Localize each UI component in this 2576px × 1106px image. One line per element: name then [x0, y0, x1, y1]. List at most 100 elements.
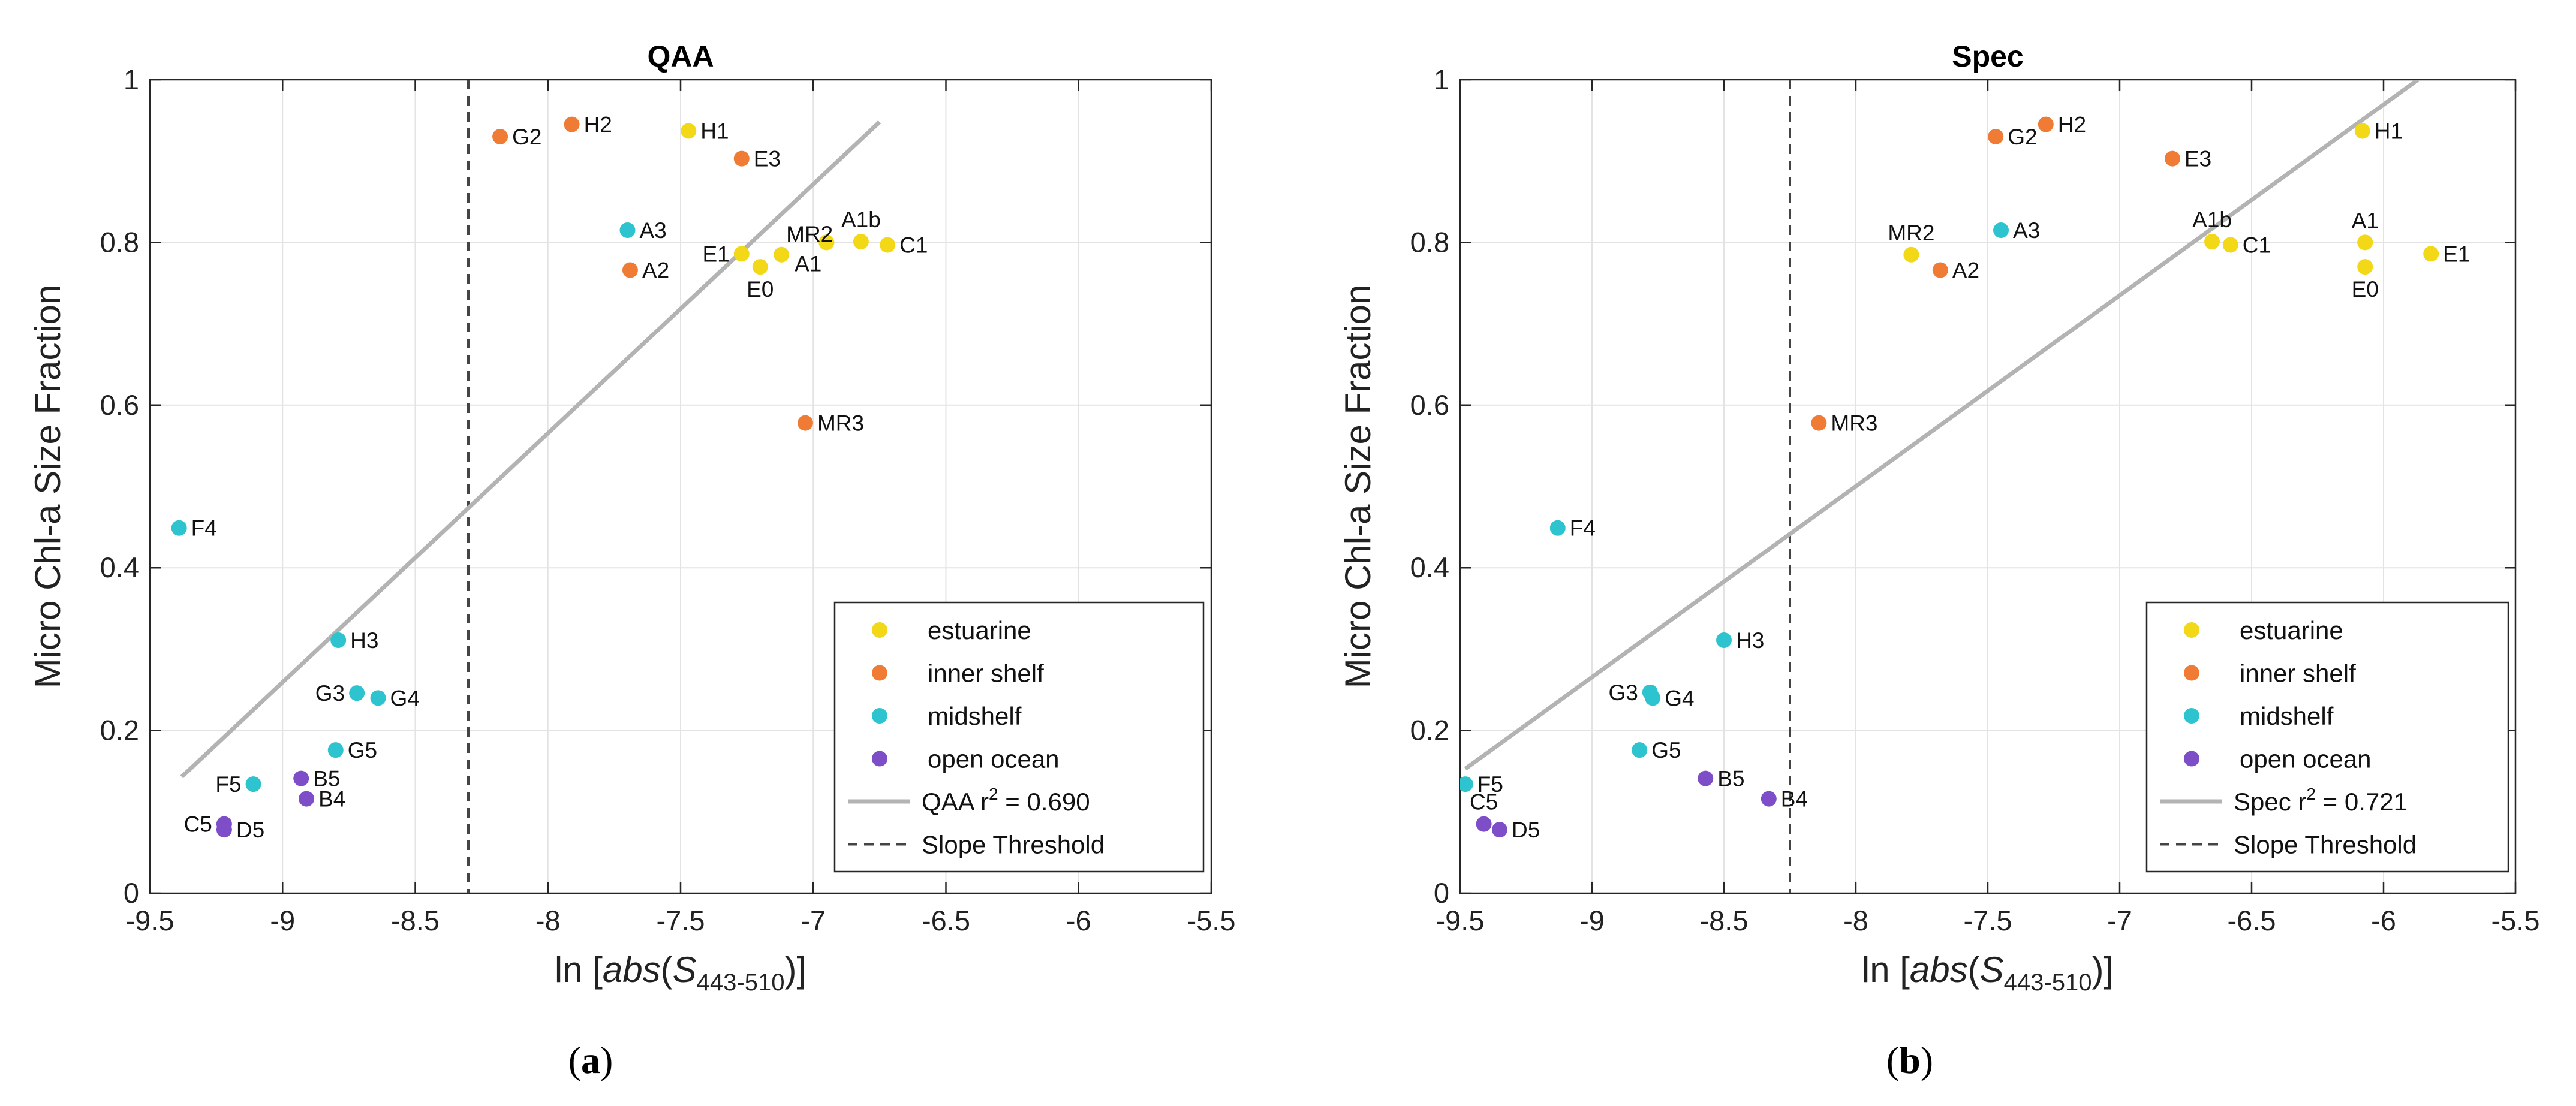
x-axis-label-func: abs — [1910, 950, 1968, 990]
data-point-G5 — [1632, 742, 1648, 758]
point-label-H3: H3 — [1736, 628, 1764, 653]
legend-label: midshelf — [928, 702, 1022, 730]
panel-label-paren: ) — [600, 1039, 613, 1081]
data-point-A2 — [1932, 262, 1948, 278]
data-point-H3 — [1716, 632, 1732, 648]
point-label-MR3: MR3 — [1831, 411, 1877, 436]
data-point-C5 — [1476, 816, 1492, 832]
point-label-A1b: A1b — [841, 207, 881, 232]
x-tick-label: -7.5 — [1964, 905, 2012, 936]
x-tick-label: -7 — [801, 905, 826, 936]
data-point-E0 — [2357, 259, 2373, 275]
data-point-A1 — [2357, 234, 2373, 251]
data-point-E3 — [2165, 150, 2180, 167]
x-tick-label: -7.5 — [657, 905, 705, 936]
data-point-H1 — [2354, 123, 2370, 139]
legend: estuarine inner shelf midshelf open ocean QA… — [833, 601, 1205, 873]
legend-marker-midshelf — [872, 708, 887, 724]
point-label-F5: F5 — [1477, 772, 1503, 797]
point-label-D5: D5 — [1512, 818, 1540, 842]
point-label-A1: A1 — [795, 251, 821, 276]
point-label-E1: E1 — [703, 242, 730, 266]
legend-label-tail: = 0.721 — [2316, 788, 2408, 816]
legend-label: QAA r2 = 0.690 — [922, 785, 1090, 816]
data-point-F4 — [171, 520, 187, 536]
plot-area — [171, 80, 896, 893]
data-point-MR2 — [1903, 246, 1919, 263]
chart-panel-a: -9.5 -9 -8.5 -8 -7.5 -7 -6.5 -6 -5.5 0 0.2 0.4 0.6 0.… — [28, 40, 1236, 1081]
data-point-E3 — [733, 150, 750, 167]
x-axis-label-func: abs — [603, 950, 661, 990]
data-point-D5 — [1492, 822, 1507, 838]
point-label-H1: H1 — [2375, 119, 2403, 143]
point-label-H1: H1 — [700, 119, 729, 143]
point-label-A3: A3 — [2013, 218, 2040, 243]
data-point-G4 — [1645, 690, 1661, 706]
point-label-G2: G2 — [512, 125, 541, 149]
legend-label-text: midshelf — [928, 702, 1022, 730]
data-point-F5 — [245, 776, 261, 792]
legend-label: inner shelf — [2240, 659, 2356, 688]
data-point-MR2 — [774, 246, 790, 263]
legend-label-text: open ocean — [928, 745, 1060, 773]
data-point-H1 — [681, 123, 697, 139]
x-tick-label: -6.5 — [2228, 905, 2276, 936]
data-point-A1 — [818, 234, 835, 251]
point-label-H2: H2 — [2058, 113, 2086, 137]
data-point-G2 — [1988, 128, 2004, 144]
legend-label-text: inner shelf — [2240, 659, 2356, 688]
point-label-F5: F5 — [215, 772, 241, 797]
data-point-E0 — [752, 259, 768, 275]
point-label-D5: D5 — [236, 818, 264, 842]
legend-label: open ocean — [2240, 745, 2372, 773]
legend-marker-estuarine — [872, 622, 887, 638]
y-axis-label: Micro Chl-a Size Fraction — [1338, 285, 1378, 689]
y-tick-label: 0.6 — [100, 389, 139, 421]
legend-label-text: QAA r — [922, 788, 989, 816]
point-label-B4: B4 — [318, 787, 345, 812]
regression-line — [180, 120, 881, 779]
y-tick-label: 0.2 — [1410, 715, 1449, 746]
y-tick-label: 1 — [1434, 64, 1449, 95]
point-label-F4: F4 — [1570, 516, 1596, 541]
data-point-B4 — [299, 791, 315, 807]
panel-label-paren: ) — [1921, 1039, 1933, 1081]
data-point-A1b — [2204, 234, 2220, 250]
x-tick-label: -9.5 — [1436, 905, 1485, 936]
x-tick-label: -6.5 — [922, 905, 970, 936]
data-point-E1 — [733, 246, 750, 262]
data-point-G4 — [370, 690, 386, 706]
plot-area — [1460, 80, 2439, 893]
legend-label: estuarine — [2240, 616, 2343, 644]
point-label-C5: C5 — [1470, 790, 1498, 815]
point-label-MR2: MR2 — [786, 222, 833, 246]
point-label-B5: B5 — [313, 767, 340, 791]
legend-label: estuarine — [928, 616, 1031, 644]
legend-marker-open_ocean — [872, 751, 887, 767]
x-tick-label: -5.5 — [1187, 905, 1236, 936]
legend-label: Slope Threshold — [2234, 831, 2416, 859]
legend-label-text: estuarine — [2240, 616, 2343, 644]
point-label-G5: G5 — [348, 738, 377, 763]
panel-label-letter: b — [1899, 1039, 1921, 1081]
point-label-A1: A1 — [2352, 208, 2379, 233]
point-label-MR2: MR2 — [1888, 221, 1934, 245]
x-tick-label: -8.5 — [391, 905, 440, 936]
legend-label: Spec r2 = 0.721 — [2234, 785, 2408, 816]
data-point-G5 — [327, 742, 344, 758]
legend-label: inner shelf — [928, 659, 1044, 688]
data-point-F4 — [1549, 520, 1566, 536]
x-tick-label: -6 — [2371, 905, 2396, 936]
point-label-C1: C1 — [2243, 233, 2271, 257]
data-point-D5 — [216, 822, 232, 838]
legend-box — [2145, 601, 2509, 873]
legend-label-sup: 2 — [989, 785, 998, 803]
x-tick-label: -9 — [270, 905, 295, 936]
panel-label-letter: a — [581, 1039, 600, 1081]
legend-marker-inner_shelf — [2184, 665, 2199, 681]
data-point-A1b — [853, 234, 869, 250]
data-point-A2 — [622, 262, 638, 278]
x-axis-label-prefix: ln [ — [555, 950, 603, 990]
y-tick-label: 0.6 — [1410, 389, 1449, 421]
